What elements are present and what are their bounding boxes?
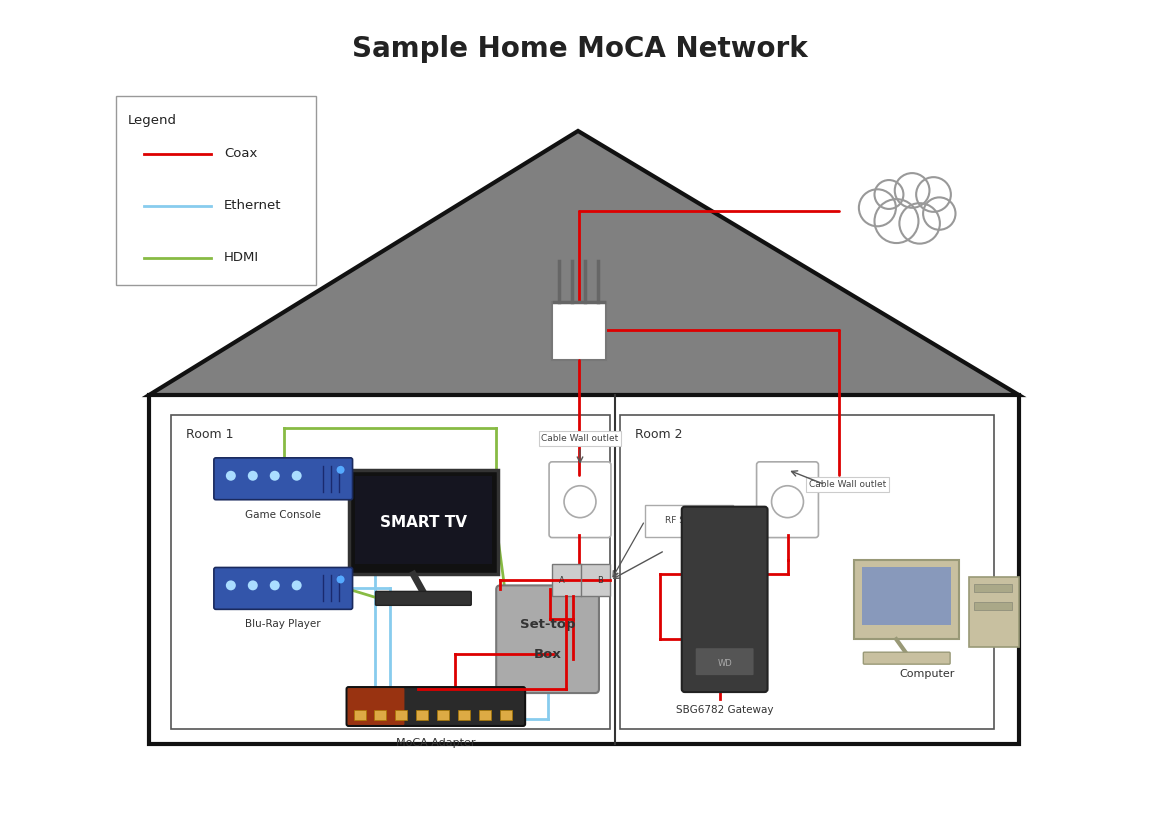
Circle shape [248,471,258,481]
Text: SBG6782 Gateway: SBG6782 Gateway [676,705,773,715]
Text: Computer: Computer [899,669,955,679]
FancyBboxPatch shape [347,687,526,726]
Text: Sample Home MoCA Network: Sample Home MoCA Network [352,35,808,64]
FancyBboxPatch shape [479,710,491,720]
FancyBboxPatch shape [863,653,950,664]
FancyBboxPatch shape [862,568,951,625]
Text: Room 2: Room 2 [635,428,683,441]
Text: Ethernet: Ethernet [223,199,281,212]
Text: Legend: Legend [128,114,177,127]
FancyBboxPatch shape [116,96,315,285]
Text: RF Splitter: RF Splitter [665,516,713,526]
FancyBboxPatch shape [214,568,352,610]
Circle shape [899,203,940,243]
FancyBboxPatch shape [975,584,1012,592]
Text: WD: WD [718,658,732,667]
Circle shape [859,189,896,226]
FancyBboxPatch shape [497,586,599,693]
FancyBboxPatch shape [500,710,512,720]
FancyBboxPatch shape [395,710,407,720]
Polygon shape [149,131,1019,395]
Text: Cable Wall outlet: Cable Wall outlet [542,434,619,443]
Circle shape [875,199,919,243]
FancyBboxPatch shape [757,462,819,538]
Text: Blu-Ray Player: Blu-Ray Player [245,620,321,629]
Circle shape [292,471,301,481]
FancyBboxPatch shape [376,592,471,606]
Text: Set-top: Set-top [520,618,576,631]
FancyBboxPatch shape [349,469,498,574]
Text: HDMI: HDMI [223,251,259,264]
Text: Room 1: Room 1 [186,428,234,441]
Text: Cable Wall outlet: Cable Wall outlet [808,480,886,488]
FancyBboxPatch shape [149,395,1019,744]
FancyBboxPatch shape [348,688,405,725]
Text: MoCA Adapter: MoCA Adapter [397,738,476,748]
Circle shape [336,466,344,474]
Text: A: A [559,576,565,585]
Circle shape [248,581,258,591]
Text: Box: Box [534,648,562,661]
FancyBboxPatch shape [354,710,365,720]
Text: SMART TV: SMART TV [380,515,466,530]
Circle shape [875,180,904,209]
Circle shape [270,471,280,481]
Text: Game Console: Game Console [245,510,321,520]
Circle shape [270,581,280,591]
FancyBboxPatch shape [458,710,470,720]
FancyBboxPatch shape [644,505,733,536]
FancyBboxPatch shape [695,648,754,675]
FancyBboxPatch shape [855,559,959,639]
FancyBboxPatch shape [969,578,1019,647]
Circle shape [226,471,236,481]
FancyBboxPatch shape [552,564,609,596]
FancyBboxPatch shape [374,710,386,720]
Circle shape [336,576,344,583]
FancyBboxPatch shape [437,710,449,720]
FancyBboxPatch shape [552,303,606,361]
Circle shape [564,486,595,517]
Circle shape [894,173,929,208]
FancyBboxPatch shape [549,462,611,538]
Text: B: B [597,576,602,585]
FancyBboxPatch shape [355,476,492,564]
FancyBboxPatch shape [416,710,428,720]
Circle shape [923,197,956,229]
FancyBboxPatch shape [214,458,352,500]
Circle shape [771,486,804,517]
FancyBboxPatch shape [975,602,1012,610]
Circle shape [292,581,301,591]
Circle shape [916,177,951,212]
FancyBboxPatch shape [682,507,768,692]
Circle shape [226,581,236,591]
Text: Coax: Coax [223,148,257,160]
